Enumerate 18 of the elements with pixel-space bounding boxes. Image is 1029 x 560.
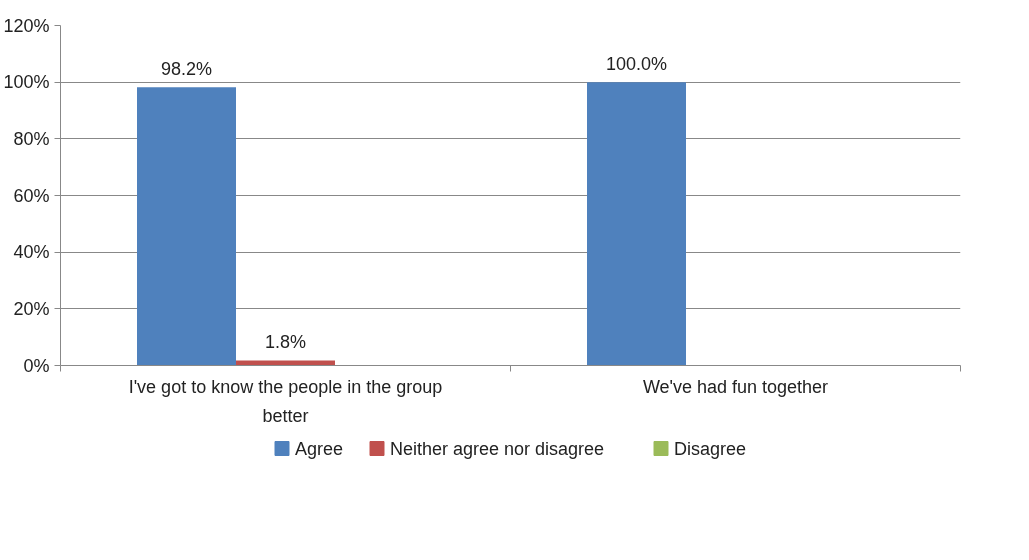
category-label: I've got to know the people in the group better [128, 376, 443, 426]
data-label: 100.0% [605, 54, 668, 75]
x-tick-label: We've had fun together [642, 376, 829, 397]
y-tick-label: 100% [3, 72, 50, 93]
y-tick-label: 80% [13, 128, 50, 149]
y-tick-label: 40% [13, 242, 50, 263]
bar [236, 360, 335, 366]
y-tick-label: 0% [23, 355, 50, 376]
bar [137, 87, 236, 366]
y-tick-label: 20% [13, 298, 50, 319]
legend-label: Disagree [674, 438, 747, 459]
legend-label: Agree [295, 438, 344, 459]
data-label: 1.8% [264, 332, 307, 353]
y-tick-label: 60% [13, 185, 50, 206]
data-label: 98.2% [160, 59, 213, 80]
bar [587, 82, 686, 366]
legend-label: Neither agree nor disagree [390, 438, 605, 459]
y-tick-label: 120% [3, 15, 50, 36]
